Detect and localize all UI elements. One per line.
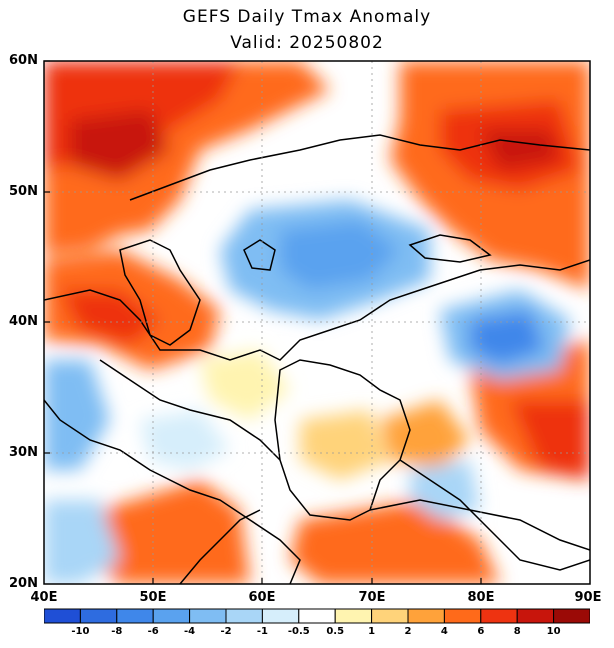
colorbar-swatch [116,608,154,624]
colorbar-label: -2 [220,626,232,637]
colorbar-label: 1 [368,626,376,637]
anomaly-field [44,61,590,584]
colorbar-label: -1 [256,626,268,637]
colorbar-label: 2 [404,626,412,637]
graticule [44,61,590,584]
lon-label-70e: 70E [358,590,386,605]
colorbar-swatch [189,608,227,624]
colorbar-swatch [79,608,118,624]
lat-label-30n: 30N [9,445,38,460]
map-subtitle: Valid: 20250802 [230,33,384,53]
colorbar-swatch [443,608,482,624]
country-borders [44,134,590,584]
colorbar-label: 4 [440,626,448,637]
lon-label-60e: 60E [248,590,276,605]
lat-label-50n: 50N [9,184,38,199]
lon-label-80e: 80E [467,590,495,605]
colorbar-swatch [298,608,336,624]
colorbar-swatch [480,608,518,624]
lon-label-90e: 90E [574,590,602,605]
colorbar [44,608,590,624]
lat-label-20n: 20N [9,576,38,591]
colorbar-swatch [516,608,555,624]
lon-label-50e: 50E [139,590,167,605]
colorbar-label: 6 [477,626,485,637]
colorbar-swatch [371,608,409,624]
axis-ticks [44,60,482,584]
colorbar-swatch [261,608,300,624]
colorbar-swatch [553,608,590,624]
colorbar-label: -0.5 [287,626,310,637]
colorbar-label: 8 [513,626,521,637]
colorbar-label: -10 [71,626,90,637]
colorbar-label: 0.5 [326,626,345,637]
colorbar-swatch [334,608,373,624]
colorbar-label: 10 [546,626,561,637]
lon-label-40e: 40E [30,590,58,605]
anomaly-map [43,60,591,585]
lat-label-40n: 40N [9,314,38,329]
map-title: GEFS Daily Tmax Anomaly [182,7,432,27]
colorbar-label: -4 [184,626,196,637]
colorbar-swatch [407,608,445,624]
lat-label-60n: 60N [9,53,38,68]
colorbar-label: -8 [111,626,123,637]
colorbar-label: -6 [147,626,159,637]
colorbar-swatch [44,608,81,624]
colorbar-swatch [152,608,191,624]
colorbar-swatch [225,608,263,624]
